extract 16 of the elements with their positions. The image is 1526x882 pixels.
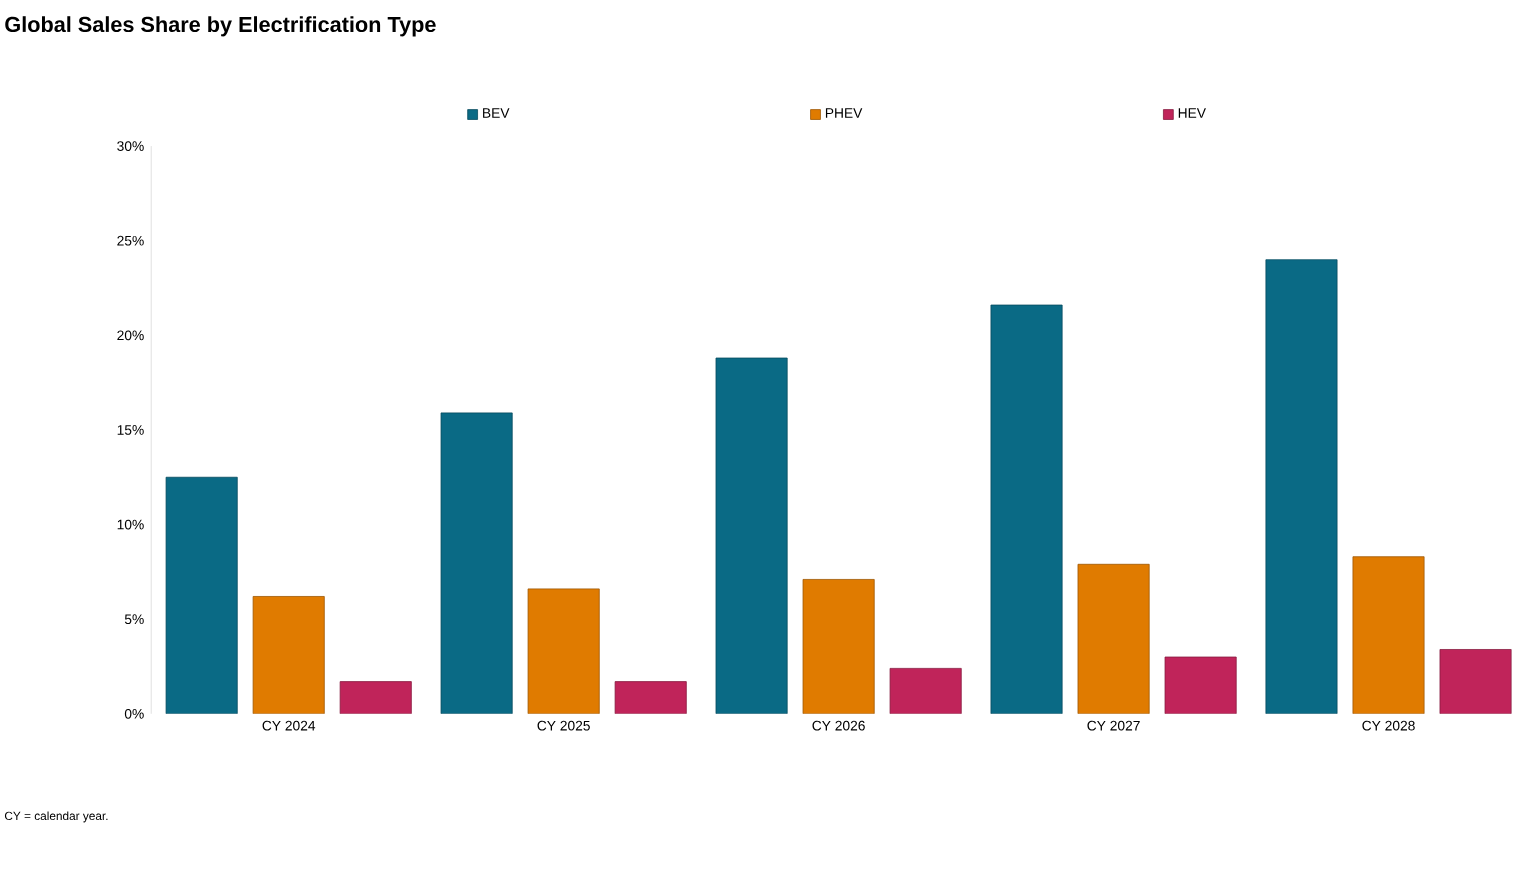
bar [1265,259,1338,714]
bar [1164,656,1237,714]
bar [440,412,513,714]
bar [252,595,325,714]
bar [802,578,875,714]
bar [165,476,238,714]
bar [1439,648,1512,714]
bar [715,357,788,714]
bar [1352,556,1425,714]
bar [527,588,600,714]
bar [889,667,962,714]
bar [990,304,1063,714]
bar [339,681,412,714]
bar [1077,563,1150,714]
bar [614,681,687,714]
chart-title: Global Sales Share by Electrification Type [5,16,436,37]
